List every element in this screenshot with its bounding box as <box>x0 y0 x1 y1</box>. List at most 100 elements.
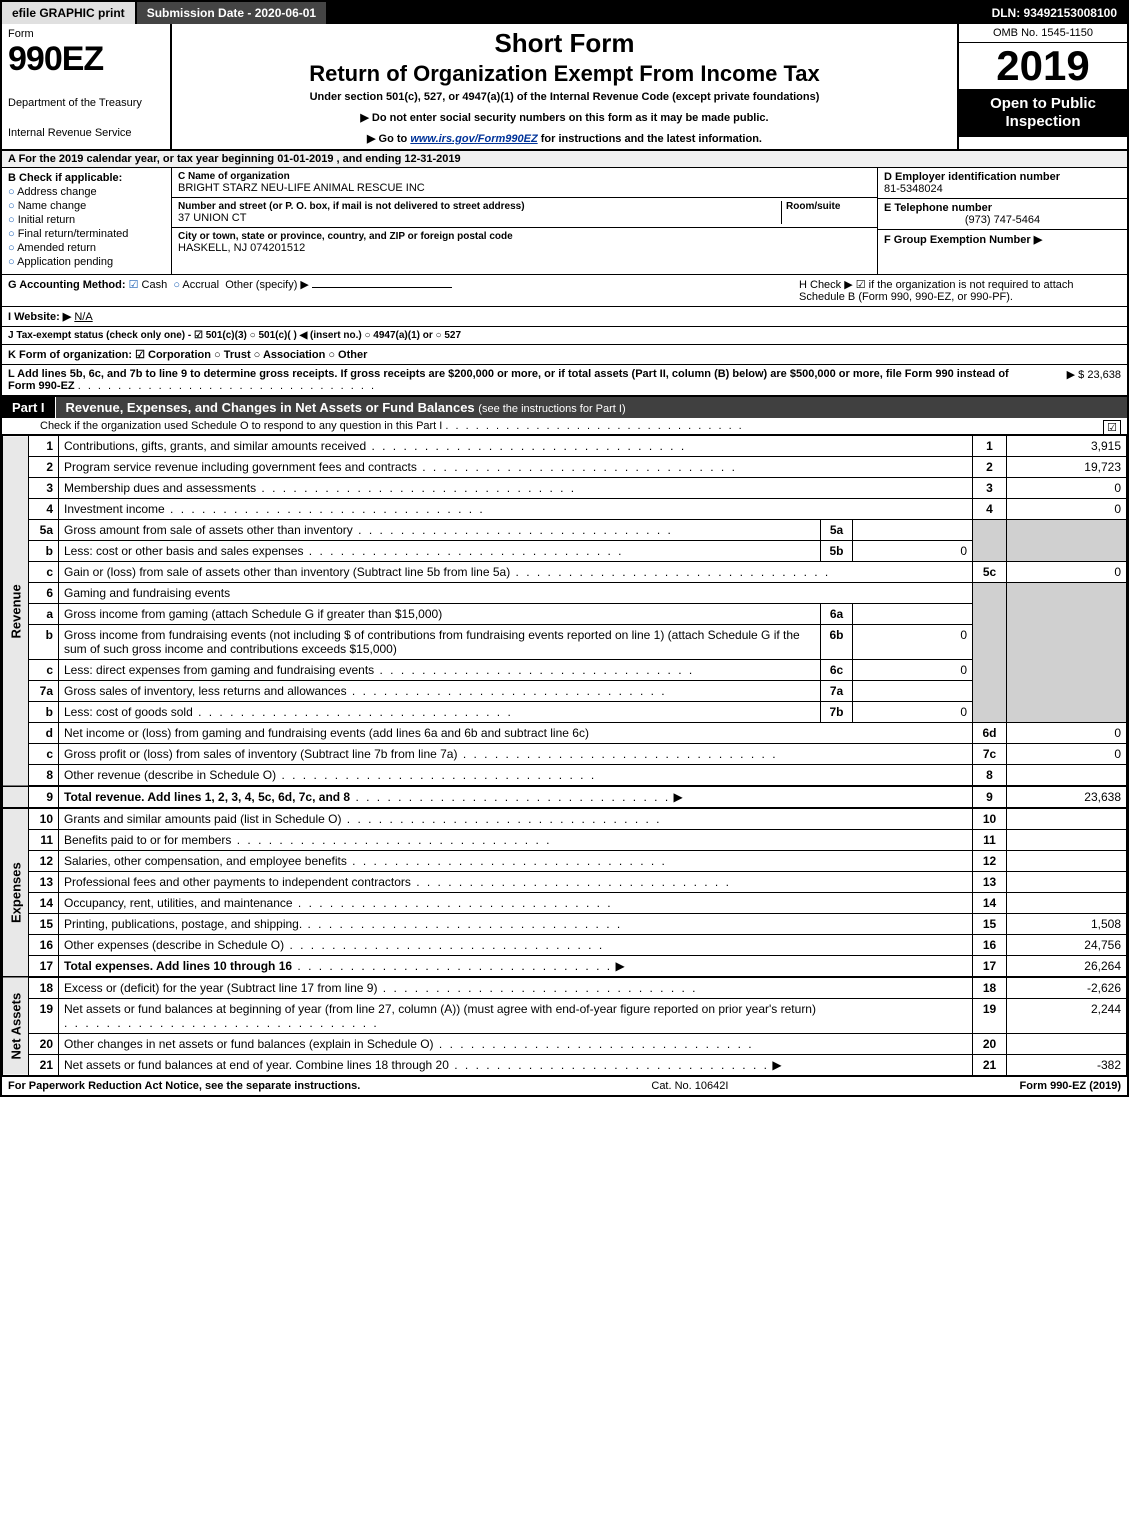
chk-cash[interactable]: Cash <box>129 279 168 291</box>
chk-final-return[interactable]: Final return/terminated <box>8 228 165 240</box>
chk-name-change[interactable]: Name change <box>8 200 165 212</box>
l3-desc: Membership dues and assessments <box>64 481 256 495</box>
l6d-col: 6d <box>973 723 1007 744</box>
street-label: Number and street (or P. O. box, if mail… <box>178 201 781 212</box>
l10-col: 10 <box>973 808 1007 830</box>
efile-print-button[interactable]: efile GRAPHIC print <box>2 2 137 24</box>
part1-title-text: Revenue, Expenses, and Changes in Net As… <box>66 400 475 415</box>
l5c-desc: Gain or (loss) from sale of assets other… <box>64 565 510 579</box>
l21-val: -382 <box>1007 1055 1127 1076</box>
l7a-sv <box>853 681 973 702</box>
part1-title-note: (see the instructions for Part I) <box>478 403 625 415</box>
irs-link[interactable]: www.irs.gov/Form990EZ <box>410 133 537 145</box>
l6c-sn: 6c <box>821 660 853 681</box>
l5a-desc: Gross amount from sale of assets other t… <box>64 523 353 537</box>
chk-accrual[interactable]: Accrual <box>173 279 219 291</box>
open-to-public: Open to Public Inspection <box>959 89 1127 137</box>
header-right: OMB No. 1545-1150 2019 Open to Public In… <box>957 24 1127 149</box>
l7a-num: 7a <box>29 681 59 702</box>
l8-num: 8 <box>29 765 59 787</box>
l18-desc: Excess or (deficit) for the year (Subtra… <box>64 981 377 995</box>
l12-num: 12 <box>29 851 59 872</box>
l3-col: 3 <box>973 478 1007 499</box>
tax-year: 2019 <box>959 43 1127 89</box>
city-label: City or town, state or province, country… <box>178 231 871 242</box>
l20-col: 20 <box>973 1034 1007 1055</box>
l6d-desc: Net income or (loss) from gaming and fun… <box>64 726 589 740</box>
form-code: 990EZ <box>8 40 164 79</box>
l15-num: 15 <box>29 914 59 935</box>
l20-desc: Other changes in net assets or fund bala… <box>64 1037 434 1051</box>
j-text: J Tax-exempt status (check only one) - ☑… <box>8 330 461 341</box>
g-label: G Accounting Method: <box>8 279 126 291</box>
row-gh: G Accounting Method: Cash Accrual Other … <box>2 275 1127 307</box>
l6c-sv: 0 <box>853 660 973 681</box>
ssn-warning: ▶ Do not enter social security numbers o… <box>178 111 951 124</box>
l6b-desc: Gross income from fundraising events (no… <box>59 625 821 660</box>
row-k: K Form of organization: ☑ Corporation ○ … <box>2 345 1127 365</box>
l11-col: 11 <box>973 830 1007 851</box>
l5c-val: 0 <box>1007 562 1127 583</box>
l5a-sn: 5a <box>821 520 853 541</box>
l21-arrow: ▶ <box>772 1058 781 1072</box>
l14-desc: Occupancy, rent, utilities, and maintena… <box>64 896 293 910</box>
l15-val: 1,508 <box>1007 914 1127 935</box>
l19-val: 2,244 <box>1007 999 1127 1034</box>
l20-val <box>1007 1034 1127 1055</box>
l7b-num: b <box>29 702 59 723</box>
l11-desc: Benefits paid to or for members <box>64 833 231 847</box>
chk-address-change[interactable]: Address change <box>8 186 165 198</box>
l6d-num: d <box>29 723 59 744</box>
l18-num: 18 <box>29 977 59 999</box>
l6d-val: 0 <box>1007 723 1127 744</box>
l6b-num: b <box>29 625 59 660</box>
l13-desc: Professional fees and other payments to … <box>64 875 411 889</box>
l10-num: 10 <box>29 808 59 830</box>
chk-initial-return[interactable]: Initial return <box>8 214 165 226</box>
lines-table: Revenue 1 Contributions, gifts, grants, … <box>2 435 1127 1076</box>
l5b-num: b <box>29 541 59 562</box>
l9-num: 9 <box>29 786 59 808</box>
l17-arrow: ▶ <box>615 959 624 973</box>
goto-pre: ▶ Go to <box>367 133 410 145</box>
l6a-desc: Gross income from gaming (attach Schedul… <box>59 604 821 625</box>
i-label: I Website: ▶ <box>8 311 71 323</box>
check-schedule-o: Check if the organization used Schedule … <box>2 418 1127 435</box>
header-center: Short Form Return of Organization Exempt… <box>172 24 957 149</box>
l6-desc: Gaming and fundraising events <box>59 583 973 604</box>
l2-col: 2 <box>973 457 1007 478</box>
l18-val: -2,626 <box>1007 977 1127 999</box>
l5c-col: 5c <box>973 562 1007 583</box>
chk-amended-return[interactable]: Amended return <box>8 242 165 254</box>
return-title: Return of Organization Exempt From Incom… <box>178 61 951 87</box>
l4-col: 4 <box>973 499 1007 520</box>
l2-desc: Program service revenue including govern… <box>64 460 417 474</box>
l1-col: 1 <box>973 436 1007 457</box>
goto-post: for instructions and the latest informat… <box>541 133 762 145</box>
l13-col: 13 <box>973 872 1007 893</box>
l1-desc: Contributions, gifts, grants, and simila… <box>64 439 366 453</box>
col-c-org-info: C Name of organization BRIGHT STARZ NEU-… <box>172 168 877 274</box>
l6-num: 6 <box>29 583 59 604</box>
l9-desc: Total revenue. Add lines 1, 2, 3, 4, 5c,… <box>64 790 350 804</box>
l4-val: 0 <box>1007 499 1127 520</box>
part1-header: Part I Revenue, Expenses, and Changes in… <box>2 397 1127 418</box>
l5c-num: c <box>29 562 59 583</box>
form-label: Form <box>8 28 164 40</box>
l8-col: 8 <box>973 765 1007 787</box>
chk-application-pending[interactable]: Application pending <box>8 256 165 268</box>
dln-label: DLN: 93492153008100 <box>982 2 1127 24</box>
b-label: B Check if applicable: <box>8 172 165 184</box>
f-group-label: F Group Exemption Number ▶ <box>884 233 1121 246</box>
l9-arrow: ▶ <box>674 790 683 804</box>
website-value: N/A <box>74 311 92 323</box>
omb-number: OMB No. 1545-1150 <box>959 24 1127 43</box>
dept-treasury: Department of the Treasury <box>8 97 164 109</box>
check-o-mark[interactable]: ☑ <box>1103 420 1121 435</box>
l19-num: 19 <box>29 999 59 1034</box>
l5b-sv: 0 <box>853 541 973 562</box>
l14-val <box>1007 893 1127 914</box>
e-phone-label: E Telephone number <box>884 202 1121 214</box>
l15-desc: Printing, publications, postage, and shi… <box>64 917 302 931</box>
l21-col: 21 <box>973 1055 1007 1076</box>
